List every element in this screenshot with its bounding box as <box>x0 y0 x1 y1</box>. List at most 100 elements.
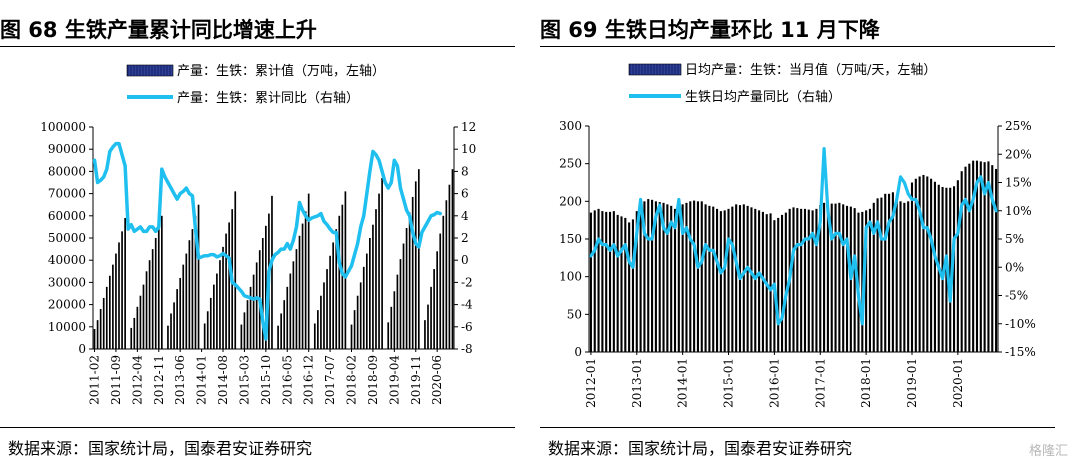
bar <box>405 228 408 349</box>
bar <box>949 187 952 352</box>
y-left-tick-label: 0 <box>78 342 86 356</box>
x-tick-label: 2012-01 <box>584 358 598 408</box>
bar <box>647 199 650 352</box>
bar <box>173 302 175 349</box>
y-left-tick-label: 100 <box>559 270 582 284</box>
x-tick-label: 2020-01 <box>951 358 965 408</box>
bar <box>271 195 273 349</box>
bar <box>133 317 136 349</box>
x-tick-label: 2017-01 <box>813 358 827 408</box>
chart-panel-left: 图 68 生铁产量累计同比增速上升 0 10000 20000 30000 40000 5… <box>0 18 515 458</box>
bar <box>742 204 745 352</box>
source-note-right: 数据来源：国家统计局，国泰君安证券研究 <box>548 439 853 458</box>
bar <box>96 320 99 349</box>
bar <box>320 295 322 349</box>
bar <box>631 219 635 352</box>
bar <box>265 225 267 349</box>
bar <box>624 217 627 352</box>
bar <box>246 300 249 349</box>
chart-left: 0 10000 20000 30000 40000 50000 60000 70000 8000… <box>40 63 476 405</box>
source-rule <box>0 427 515 428</box>
x-tick-label: 2015-10 <box>259 355 273 405</box>
bar <box>872 202 875 352</box>
x-tick-label: 2014-08 <box>216 355 230 405</box>
bar <box>666 204 669 352</box>
bar <box>341 204 344 349</box>
x-tick-label: 2013-01 <box>630 358 644 408</box>
bar <box>136 306 139 349</box>
y-right-tick-label: 5% <box>1005 232 1024 246</box>
bar <box>593 210 596 352</box>
x-tick-label: 2012-11 <box>152 355 166 405</box>
y-right-tick-label: -8 <box>461 342 473 356</box>
bar <box>769 213 772 352</box>
bar <box>329 255 331 349</box>
bar <box>876 198 879 352</box>
bar <box>317 310 319 349</box>
x-tick-label: 2011-09 <box>109 355 123 405</box>
bar <box>689 201 692 352</box>
chart-panel-right: 图 69 生铁日均产量环比 11 月下降 0 50 100 150 200 250 300 -… <box>540 0 1080 467</box>
bar <box>387 322 390 349</box>
bar <box>393 291 396 349</box>
title-rule <box>540 46 1055 47</box>
y-left-tick-label: 90000 <box>48 142 86 156</box>
y-right-tick-label: 2 <box>461 231 469 245</box>
bar <box>910 182 914 352</box>
y-left-tick-label: 150 <box>559 232 582 246</box>
bar <box>160 215 163 349</box>
bar <box>335 229 338 349</box>
bar <box>448 184 451 349</box>
bar <box>301 223 304 349</box>
y-left-tick-label: 60000 <box>48 209 86 223</box>
x-tick-label: 2014-01 <box>676 358 690 408</box>
x-tick-label: 2018-01 <box>859 358 873 408</box>
bar <box>708 205 711 352</box>
bar <box>124 218 126 349</box>
bar <box>188 240 191 349</box>
bar <box>151 249 154 349</box>
y-right-tick-label: 12 <box>461 120 476 134</box>
bar <box>381 178 383 349</box>
bar <box>716 208 719 352</box>
bar <box>907 201 910 352</box>
bar <box>430 286 432 349</box>
bar <box>746 205 749 352</box>
bar <box>693 200 696 352</box>
bar <box>372 224 374 349</box>
bar <box>677 208 680 352</box>
bar <box>891 192 894 352</box>
bar <box>185 253 188 349</box>
x-tick-label: 2019-01 <box>905 358 919 408</box>
bar <box>228 222 230 349</box>
bar <box>723 210 726 352</box>
y-left-tick-label: 40000 <box>48 253 86 267</box>
bar <box>240 324 243 349</box>
bar <box>685 202 688 352</box>
bar <box>424 320 426 349</box>
bar <box>359 282 362 349</box>
bar <box>105 286 108 349</box>
x-tick-label: 2019-11 <box>409 355 423 405</box>
bar <box>853 208 856 352</box>
y-right-tick-label: -15% <box>1005 345 1036 359</box>
bar <box>433 269 435 349</box>
bar <box>167 325 169 349</box>
bar <box>292 261 295 349</box>
bar <box>170 313 172 349</box>
bar <box>408 212 411 349</box>
bar <box>842 204 845 352</box>
bar <box>819 205 822 352</box>
bar <box>219 260 221 349</box>
bar <box>252 274 255 349</box>
bar <box>861 211 864 352</box>
bar <box>972 160 975 352</box>
bar <box>182 264 185 349</box>
y-right-tick-label: 8 <box>461 164 469 178</box>
legend-label-line: 产量：生铁：累计同比（右轴） <box>177 91 359 106</box>
bar <box>888 193 891 352</box>
bar <box>918 176 921 352</box>
watermark-logo: 格隆汇 <box>1028 444 1068 459</box>
bar <box>399 259 402 349</box>
bar <box>411 196 414 349</box>
